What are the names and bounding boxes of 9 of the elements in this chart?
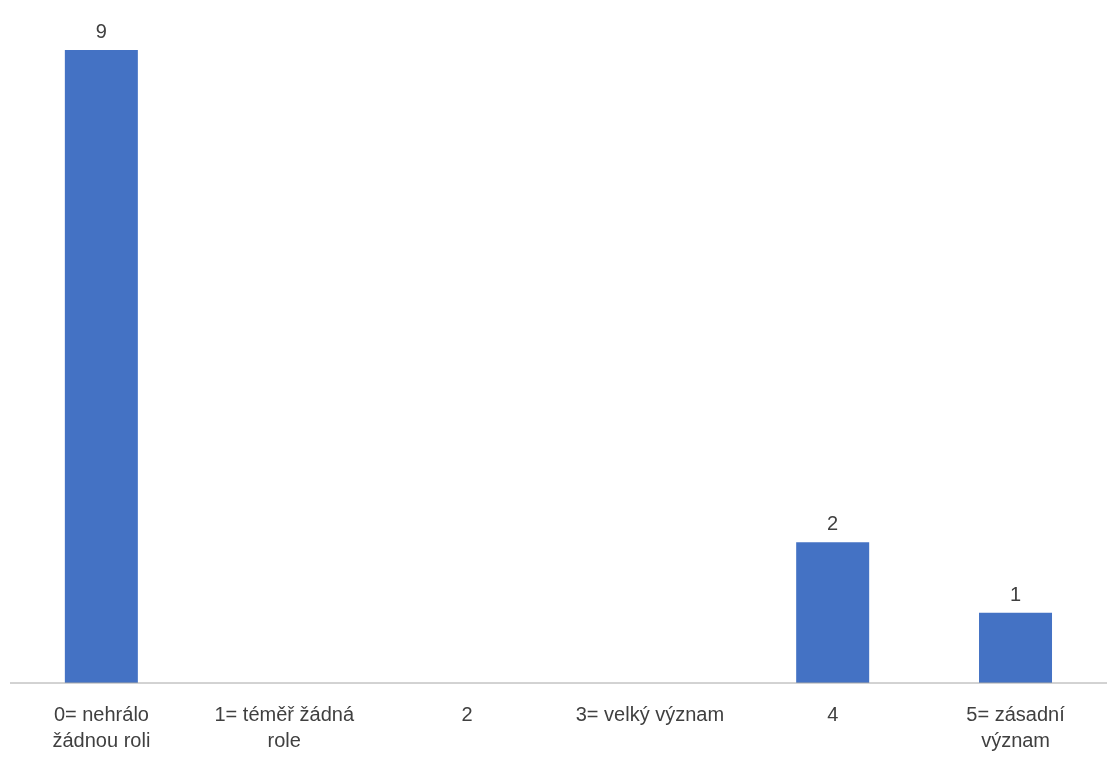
x-tick-label: 5= zásadní význam [966, 703, 1066, 751]
data-label: 9 [95, 20, 107, 42]
x-tick-label: 2 [461, 703, 473, 725]
data-label: 1 [1009, 582, 1022, 605]
x-tick-label: 4 [827, 703, 839, 725]
data-label: 2 [827, 512, 839, 535]
x-tick-label: 3= velký význam [575, 703, 725, 725]
x-tick-label: 0= nehrálo žádnou roli [52, 703, 151, 751]
x-tick-label: 1= téměř žádná role [214, 703, 355, 751]
